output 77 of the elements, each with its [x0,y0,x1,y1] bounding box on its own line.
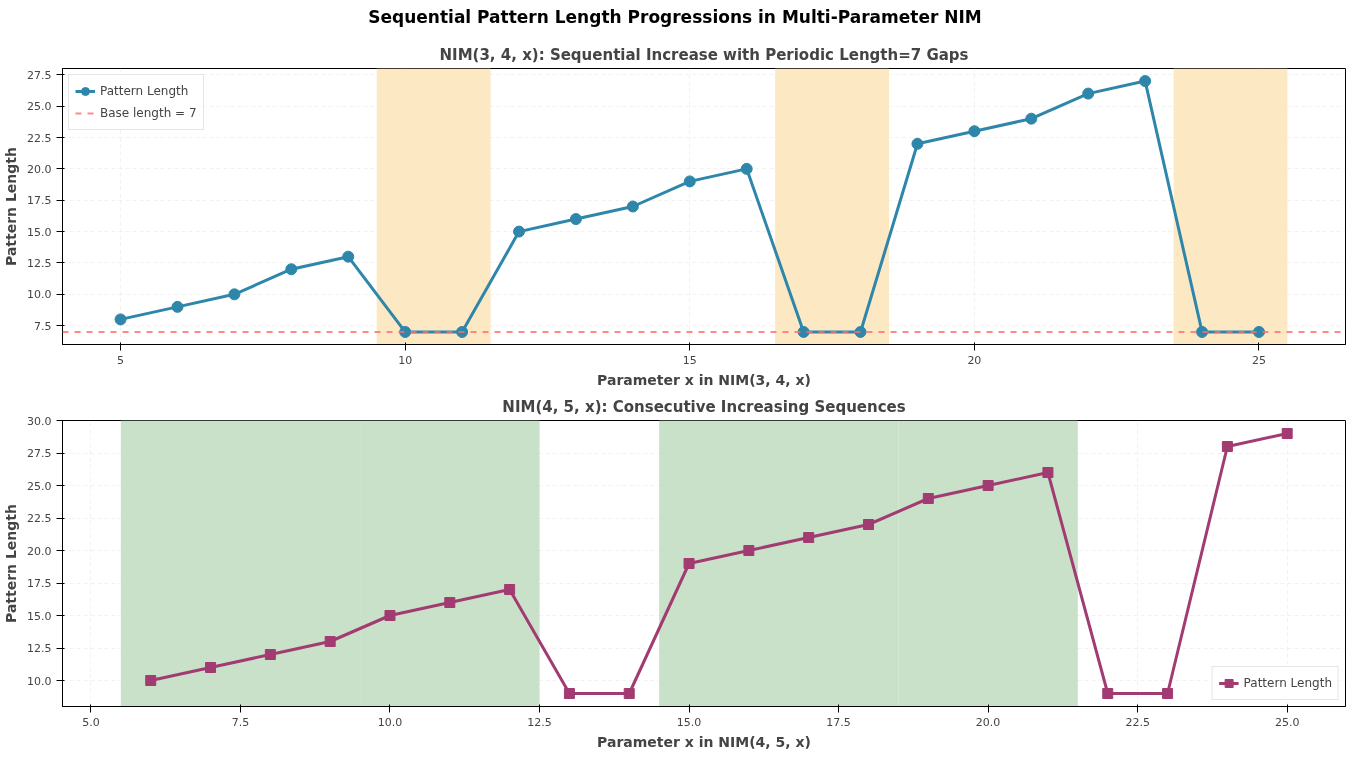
y-tick-label: 15.0 [27,609,52,623]
point [740,162,753,175]
x-tick-label: 10 [398,353,413,367]
point [444,597,456,608]
point [626,200,639,213]
point [145,675,157,686]
point [205,662,217,673]
x-tick-label: 20 [967,353,982,367]
y-tick-label: 25.0 [27,479,52,493]
y-tick-label: 27.5 [27,447,52,460]
y-tick-label: 12.5 [27,256,52,270]
point [1102,688,1114,699]
y-tick-label: 10.0 [27,288,52,302]
x-tick-label: 15.0 [676,715,702,729]
point [563,688,575,699]
point [324,636,336,647]
x-tick-label: 12.5 [527,715,552,729]
legend-label: Pattern Length [1243,676,1332,690]
point [228,288,241,301]
x-tick-label: 5.0 [82,715,100,729]
y-tick-label: 15.0 [27,225,52,239]
point [922,493,934,504]
x-tick-label: 25.0 [1274,715,1300,729]
point [1025,112,1038,125]
x-tick-label: 5 [117,353,125,367]
x-tick-label: 20.0 [975,715,1001,729]
point [171,300,184,313]
y-tick-label: 20.0 [27,162,52,176]
x-axis-title: Parameter x in NIM(4, 5, x) [597,733,811,750]
point [1162,688,1174,699]
point [1281,428,1293,439]
point [623,688,635,699]
point [743,545,755,556]
y-tick-label: 12.5 [27,642,52,655]
x-axis-title: Parameter x in NIM(3, 4, x) [597,371,811,388]
x-tick-label: 15 [682,353,697,367]
x-tick-label: 22.5 [1125,715,1150,729]
y-tick-label: 20.0 [27,544,52,558]
y-axis-title: Pattern Length [3,503,20,624]
point [504,584,516,595]
y-tick-label: 22.5 [27,131,52,145]
legend-label: Base length = 7 [100,106,197,120]
point [1082,87,1095,100]
point [513,225,526,238]
y-tick-label: 17.5 [27,194,52,208]
point [384,610,396,621]
point [911,137,924,150]
y-tick-label: 30.0 [27,414,52,428]
point [683,175,696,188]
point [1139,75,1152,88]
y-tick-label: 27.5 [27,68,52,82]
point [862,519,874,530]
y-tick-label: 25.0 [27,100,52,114]
point [803,532,815,543]
point [569,213,582,226]
point [264,649,276,660]
point [285,263,298,276]
legend-label: Pattern Length [100,84,189,98]
chart-title: NIM(4, 5, x): Consecutive Increasing Sequences [502,397,906,416]
y-axis-title: Pattern Length [3,146,20,267]
x-tick-label: 10.0 [377,715,403,729]
text: Sequential Pattern Length Progressions in Multi-Parameter NIM [368,6,982,29]
point [114,313,127,326]
point [683,558,695,569]
y-tick-label: 22.5 [27,512,52,525]
point [1042,467,1054,478]
point [1221,441,1233,452]
x-tick-label: 25 [1251,353,1266,367]
y-tick-label: 17.5 [27,577,52,590]
point [982,480,994,491]
point [968,125,981,138]
x-tick-label: 7.5 [231,715,250,729]
y-tick-label: 10.0 [27,674,52,688]
y-tick-label: 7.5 [34,319,52,333]
chart-title: NIM(3, 4, x): Sequential Increase with Periodic Length=7 Gaps [439,45,969,64]
x-tick-label: 17.5 [826,715,851,729]
point [342,250,355,263]
